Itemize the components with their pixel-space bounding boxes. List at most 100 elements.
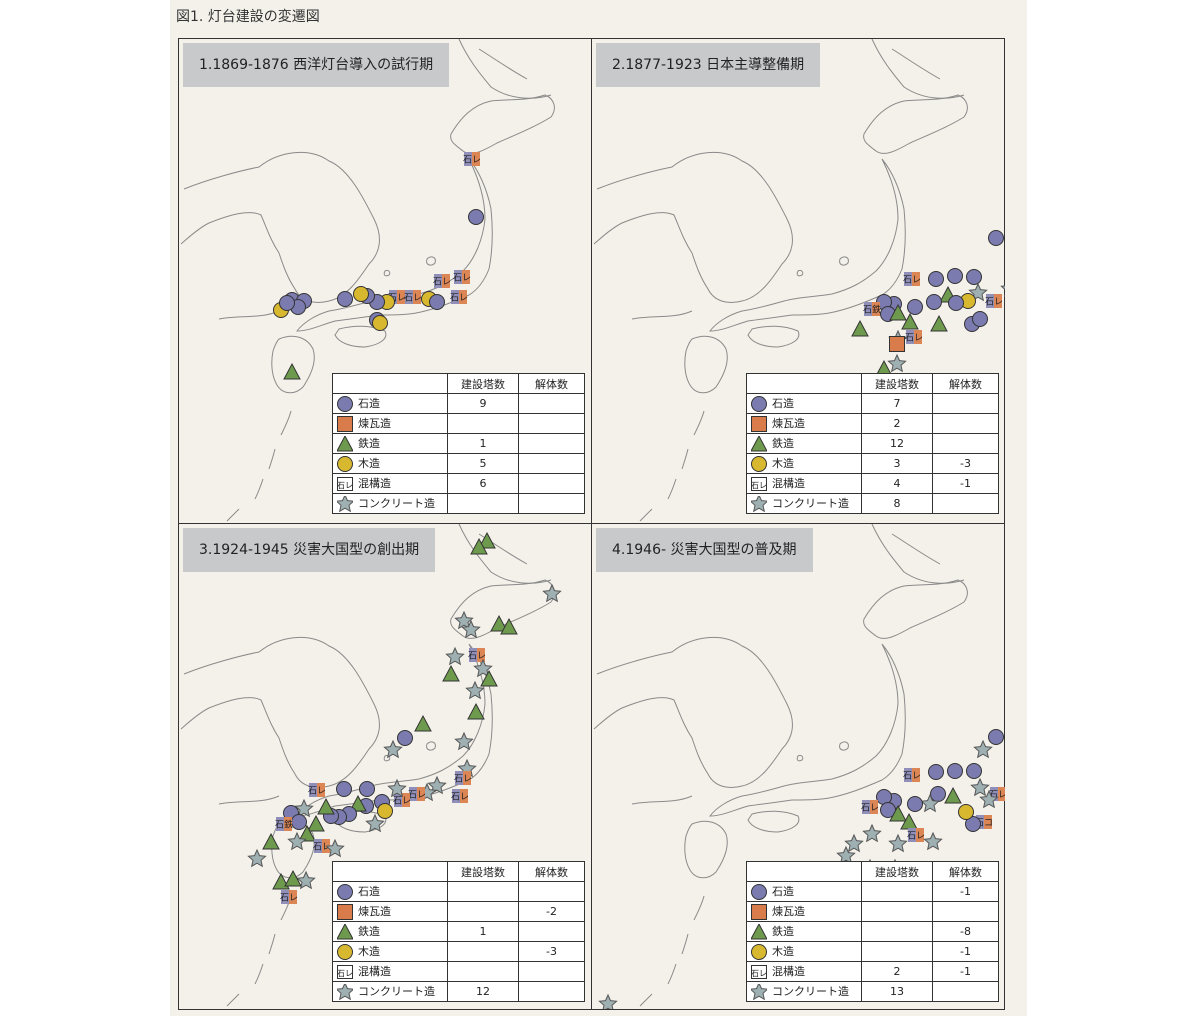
lighthouse-marker-concrete bbox=[973, 739, 993, 759]
legend-label-concrete: コンクリート造 bbox=[772, 985, 849, 998]
lighthouse-marker-stone bbox=[468, 209, 484, 225]
legend-mark-stone bbox=[751, 884, 767, 900]
legend-symbol-mixed: 石レ bbox=[337, 477, 353, 491]
legend-built-wood bbox=[447, 941, 519, 962]
legend-row-stone: 石造 9 bbox=[332, 393, 585, 414]
legend-row-brick: 煉瓦造 2 bbox=[746, 413, 999, 434]
legend-mark-stone bbox=[337, 884, 353, 900]
legend-header-dismantled: 解体数 bbox=[518, 861, 585, 882]
lighthouse-marker-mixed: 石レ bbox=[453, 270, 471, 284]
legend-dismantled-mixed bbox=[518, 473, 585, 494]
legend-built-stone: 9 bbox=[447, 393, 519, 414]
legend-dismantled-mixed: -1 bbox=[932, 961, 999, 982]
legend-mark-concrete bbox=[337, 496, 353, 512]
legend-dismantled-brick bbox=[932, 413, 999, 434]
legend-built-concrete: 13 bbox=[861, 981, 933, 1002]
lighthouse-marker-mixed: 石レ bbox=[468, 648, 486, 662]
svg-text:石レ: 石レ bbox=[751, 969, 767, 978]
legend-dismantled-concrete bbox=[518, 981, 585, 1002]
lighthouse-marker-iron bbox=[284, 869, 302, 887]
svg-text:石レ: 石レ bbox=[463, 156, 481, 166]
legend-built-mixed: 2 bbox=[861, 961, 933, 982]
legend-label-wood: 木造 bbox=[772, 457, 794, 470]
legend-mark-concrete bbox=[751, 496, 767, 512]
lighthouse-marker-stone bbox=[359, 781, 375, 797]
lighthouse-marker-concrete bbox=[888, 833, 908, 853]
legend-header-built: 建設塔数 bbox=[861, 373, 933, 394]
legend-symbol-stone bbox=[751, 396, 767, 412]
legend-symbol-brick bbox=[751, 904, 767, 920]
svg-text:石レ: 石レ bbox=[450, 294, 468, 304]
lighthouse-marker-mixed: 石レ bbox=[989, 787, 1005, 801]
svg-text:石レ: 石レ bbox=[453, 274, 471, 284]
legend-mark-wood bbox=[337, 456, 353, 472]
legend-dismantled-iron bbox=[518, 433, 585, 454]
lighthouse-marker-mixed: 石鉄 bbox=[275, 817, 293, 831]
lighthouse-marker-concrete bbox=[461, 619, 481, 639]
legend-symbol-brick bbox=[337, 416, 353, 432]
legend-symbol-stone bbox=[751, 884, 767, 900]
legend-symbol-wood bbox=[337, 456, 353, 472]
legend-symbol-stone bbox=[337, 396, 353, 412]
lighthouse-marker-iron bbox=[283, 362, 301, 380]
legend-mark-brick bbox=[337, 904, 353, 920]
lighthouse-marker-mixed: 石レ bbox=[408, 787, 426, 801]
legend-label-stone: 石造 bbox=[772, 885, 794, 898]
lighthouse-marker-iron bbox=[889, 804, 907, 822]
lighthouse-marker-iron bbox=[889, 303, 907, 321]
legend-dismantled-wood: -3 bbox=[518, 941, 585, 962]
lighthouse-marker-stone bbox=[988, 230, 1004, 246]
legend-built-iron: 1 bbox=[447, 433, 519, 454]
figure-grid: 石レ 石レ 石レ 石レ 石レ 石レ 1.1869-1876 西洋灯台導入の試行期 建設塔数… bbox=[178, 38, 1005, 1010]
legend-row-mixed: 石レ 混構造 2 -1 bbox=[746, 961, 999, 982]
legend-row-mixed: 石レ 混構造 bbox=[332, 961, 585, 982]
legend-mark-stone bbox=[337, 396, 353, 412]
legend-mark-iron bbox=[751, 436, 767, 452]
lighthouse-marker-concrete bbox=[970, 777, 990, 797]
legend-row-brick: 煉瓦造 -2 bbox=[332, 901, 585, 922]
legend-label-iron: 鉄造 bbox=[772, 925, 794, 938]
svg-text:石レ: 石レ bbox=[751, 481, 767, 490]
lighthouse-marker-concrete bbox=[296, 870, 316, 890]
svg-text:石レ: 石レ bbox=[433, 278, 451, 288]
legend-built-concrete: 8 bbox=[861, 493, 933, 514]
legend-built-brick bbox=[447, 413, 519, 434]
legend-mark-wood bbox=[751, 456, 767, 472]
legend-mark-brick bbox=[337, 416, 353, 432]
lighthouse-marker-mixed: 石レ bbox=[454, 771, 472, 785]
figure-title: 図1. 灯台建設の変遷図 bbox=[176, 9, 320, 25]
svg-text:石レ: 石レ bbox=[468, 652, 486, 662]
svg-text:石レ: 石レ bbox=[985, 298, 1003, 308]
lighthouse-marker-iron bbox=[500, 617, 518, 635]
panel-4: 石レコレ石レ石レ石コ石レ石レ石レ石レ 4.1946- 災害大国型の普及期 建設塔… bbox=[592, 524, 1005, 1009]
lighthouse-marker-mixed: 石レ bbox=[404, 290, 422, 304]
legend-built-iron bbox=[861, 921, 933, 942]
legend-symbol-mixed: 石レ bbox=[751, 477, 767, 491]
legend-built-mixed: 6 bbox=[447, 473, 519, 494]
legend-table: 建設塔数 解体数 石造 9 煉瓦造 鉄造 1 木造 5 石レ 混構造 6 コンクリート造 bbox=[332, 373, 585, 514]
legend-dismantled-mixed: -1 bbox=[932, 473, 999, 494]
svg-text:石レ: 石レ bbox=[454, 775, 472, 785]
legend-label-mixed: 混構造 bbox=[358, 477, 391, 490]
lighthouse-marker-concrete bbox=[445, 646, 465, 666]
lighthouse-marker-iron bbox=[490, 614, 508, 632]
legend-dismantled-wood: -1 bbox=[932, 941, 999, 962]
legend-row-wood: 木造 3 -3 bbox=[746, 453, 999, 474]
legend-label-concrete: コンクリート造 bbox=[358, 497, 435, 510]
lighthouse-marker-stone bbox=[966, 269, 982, 285]
legend-row-concrete: コンクリート造 12 bbox=[332, 981, 585, 1002]
legend-label-concrete: コンクリート造 bbox=[772, 497, 849, 510]
legend-label-mixed: 混構造 bbox=[772, 477, 805, 490]
lighthouse-marker-iron bbox=[930, 314, 948, 332]
legend-built-mixed bbox=[447, 961, 519, 982]
legend-symbol-iron bbox=[751, 924, 767, 940]
lighthouse-marker-mixed: 石レ bbox=[903, 768, 921, 782]
lighthouse-marker-concrete bbox=[325, 838, 345, 858]
lighthouse-marker-iron bbox=[262, 832, 280, 850]
legend-label-iron: 鉄造 bbox=[772, 437, 794, 450]
legend-label-brick: 煉瓦造 bbox=[358, 417, 391, 430]
legend-row-iron: 鉄造 -8 bbox=[746, 921, 999, 942]
lighthouse-marker-stone bbox=[337, 291, 353, 307]
legend-symbol-iron bbox=[751, 436, 767, 452]
legend-mark-concrete bbox=[337, 984, 353, 1000]
